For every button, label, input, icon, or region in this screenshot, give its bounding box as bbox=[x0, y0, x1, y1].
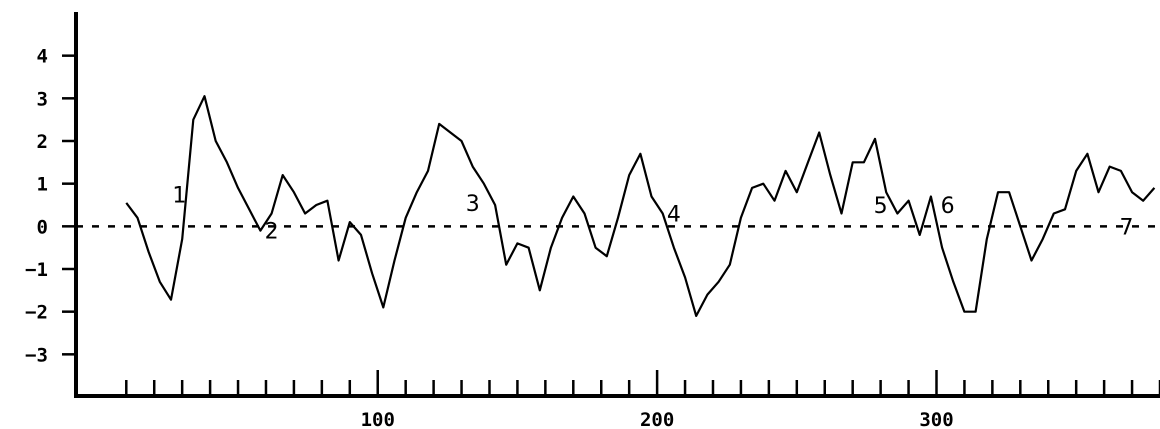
annotations-layer: 1 2 3 4 5 6 7 bbox=[172, 183, 1133, 244]
y-tick-label: 2 bbox=[37, 131, 48, 153]
peak-annotation-label: 5 bbox=[874, 194, 888, 219]
ticks-layer: −3 −2 −1 0 1 2 3 4 100 200 300 bbox=[25, 46, 1160, 429]
peak-annotation-label: 2 bbox=[265, 220, 279, 245]
y-tick-label: 0 bbox=[37, 216, 48, 238]
x-tick-label: 200 bbox=[640, 409, 674, 429]
axes-layer bbox=[74, 12, 1160, 398]
peak-annotation-label: 3 bbox=[466, 192, 480, 217]
y-tick-label: −1 bbox=[25, 259, 48, 281]
y-tick-label: 1 bbox=[37, 174, 48, 196]
series-line-0 bbox=[125, 95, 1156, 317]
x-tick-label: 300 bbox=[919, 409, 953, 429]
series-layer bbox=[125, 95, 1156, 317]
y-tick-label: −2 bbox=[25, 302, 48, 324]
y-tick-label: −3 bbox=[25, 344, 48, 366]
x-tick-label: 100 bbox=[361, 409, 395, 429]
y-tick-label: 4 bbox=[37, 46, 48, 68]
peak-annotation-label: 4 bbox=[667, 203, 681, 228]
y-tick-label: 3 bbox=[37, 88, 48, 110]
peak-annotation-label: 7 bbox=[1119, 215, 1133, 240]
peak-annotation-label: 1 bbox=[172, 183, 186, 208]
peak-annotation-label: 6 bbox=[941, 194, 955, 219]
